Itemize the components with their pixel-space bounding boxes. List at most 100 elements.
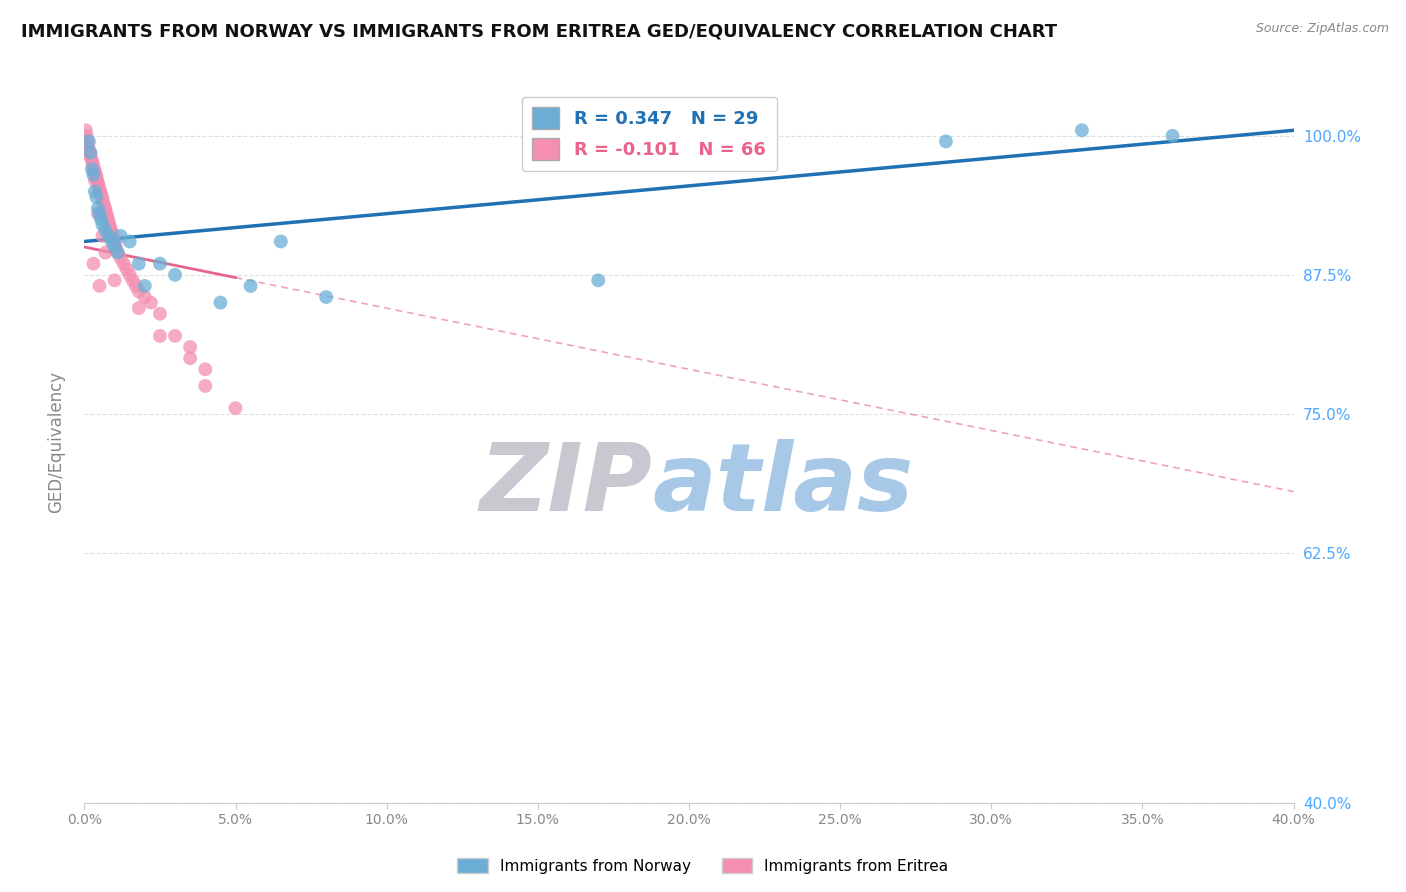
- Point: [225, 401, 247, 416]
- Point: [86, 173, 108, 187]
- Point: [165, 268, 187, 282]
- Point: [100, 235, 122, 249]
- Text: atlas: atlas: [652, 439, 914, 531]
- Point: [98, 219, 121, 234]
- Point: [125, 279, 148, 293]
- Point: [75, 123, 97, 137]
- Point: [104, 236, 127, 251]
- Point: [128, 285, 150, 299]
- Point: [87, 201, 110, 215]
- Point: [76, 128, 98, 143]
- Point: [91, 195, 114, 210]
- Point: [94, 245, 117, 260]
- Point: [139, 295, 162, 310]
- Point: [91, 192, 114, 206]
- Point: [77, 140, 100, 154]
- Point: [110, 251, 132, 265]
- Point: [80, 162, 103, 177]
- Point: [87, 207, 110, 221]
- Point: [118, 235, 141, 249]
- Point: [97, 228, 120, 243]
- Point: [87, 176, 110, 190]
- Point: [80, 151, 103, 165]
- Point: [118, 268, 141, 282]
- Point: [93, 198, 115, 212]
- Point: [96, 209, 118, 223]
- Point: [112, 257, 135, 271]
- Point: [128, 301, 150, 315]
- Point: [179, 340, 201, 354]
- Y-axis label: GED/Equivalency: GED/Equivalency: [48, 370, 66, 513]
- Point: [84, 168, 107, 182]
- Point: [194, 362, 217, 376]
- Text: ZIP: ZIP: [479, 439, 652, 531]
- Point: [91, 218, 114, 232]
- Point: [89, 207, 111, 221]
- Point: [315, 290, 337, 304]
- Point: [87, 178, 110, 193]
- Point: [77, 142, 100, 156]
- Point: [239, 279, 262, 293]
- Point: [89, 185, 111, 199]
- Point: [94, 207, 117, 221]
- Point: [84, 185, 107, 199]
- Point: [110, 228, 132, 243]
- Point: [97, 214, 120, 228]
- Point: [1161, 128, 1184, 143]
- Point: [101, 228, 124, 243]
- Point: [588, 273, 610, 287]
- Point: [86, 169, 108, 184]
- Point: [83, 162, 105, 177]
- Point: [101, 231, 124, 245]
- Point: [149, 307, 172, 321]
- Point: [149, 257, 172, 271]
- Legend: Immigrants from Norway, Immigrants from Eritrea: Immigrants from Norway, Immigrants from …: [451, 852, 955, 880]
- Point: [91, 228, 114, 243]
- Point: [89, 182, 111, 196]
- Point: [84, 164, 107, 178]
- Point: [97, 212, 120, 227]
- Point: [77, 135, 100, 149]
- Point: [209, 295, 232, 310]
- Point: [179, 351, 201, 366]
- Point: [82, 257, 104, 271]
- Point: [79, 145, 101, 160]
- Point: [134, 290, 156, 304]
- Point: [134, 279, 156, 293]
- Point: [100, 223, 122, 237]
- Text: IMMIGRANTS FROM NORWAY VS IMMIGRANTS FROM ERITREA GED/EQUIVALENCY CORRELATION CH: IMMIGRANTS FROM NORWAY VS IMMIGRANTS FRO…: [21, 22, 1057, 40]
- Point: [107, 245, 129, 260]
- Point: [94, 203, 117, 218]
- Point: [128, 257, 150, 271]
- Point: [115, 262, 138, 277]
- Point: [82, 168, 104, 182]
- Point: [104, 273, 127, 287]
- Point: [100, 226, 122, 240]
- Point: [121, 273, 143, 287]
- Text: Source: ZipAtlas.com: Source: ZipAtlas.com: [1256, 22, 1389, 36]
- Point: [94, 223, 117, 237]
- Point: [935, 135, 957, 149]
- Point: [80, 153, 103, 168]
- Point: [104, 240, 127, 254]
- Point: [270, 235, 292, 249]
- Point: [149, 329, 172, 343]
- Point: [94, 201, 117, 215]
- Point: [82, 159, 104, 173]
- Point: [90, 212, 112, 227]
- Point: [84, 173, 107, 187]
- Point: [90, 190, 112, 204]
- Point: [1071, 123, 1094, 137]
- Legend: R = 0.347   N = 29, R = -0.101   N = 66: R = 0.347 N = 29, R = -0.101 N = 66: [522, 96, 776, 171]
- Point: [107, 245, 129, 260]
- Point: [90, 186, 112, 201]
- Point: [105, 240, 128, 254]
- Point: [165, 329, 187, 343]
- Point: [89, 279, 111, 293]
- Point: [98, 218, 121, 232]
- Point: [79, 145, 101, 160]
- Point: [82, 156, 104, 170]
- Point: [86, 190, 108, 204]
- Point: [76, 135, 98, 149]
- Point: [103, 235, 125, 249]
